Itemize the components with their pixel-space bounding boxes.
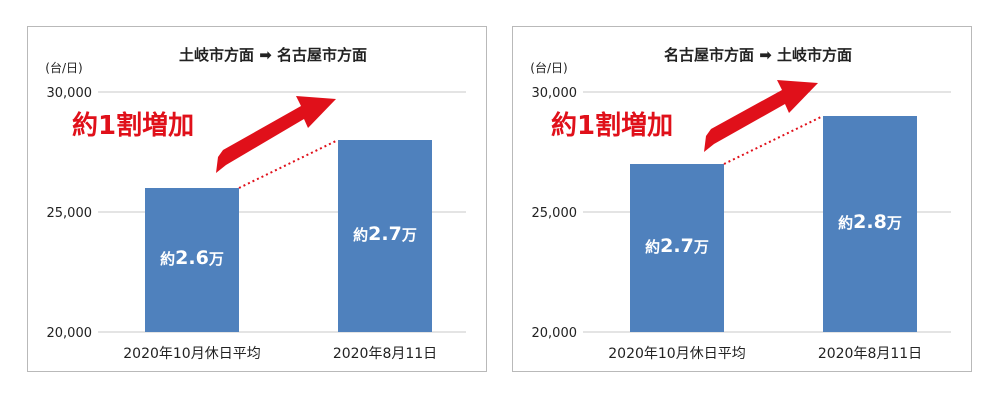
data-label-prefix: 約	[838, 214, 853, 232]
x-category-label: 2020年8月11日	[818, 346, 922, 362]
data-label-suffix: 万	[401, 226, 417, 244]
data-label-value: 2.7	[660, 235, 694, 257]
bar-2020-oct-holiday-avg	[630, 164, 724, 332]
bar-value-label: 約2.7万	[353, 223, 417, 245]
y-tick-label: 25,000	[532, 206, 578, 221]
data-label-suffix: 万	[693, 238, 709, 256]
x-category-label: 2020年8月11日	[333, 346, 437, 362]
chart-title: 土岐市方面 ➡ 名古屋市方面	[179, 46, 367, 64]
bar-value-label: 約2.6万	[160, 247, 224, 269]
data-label-value: 2.6	[175, 247, 209, 269]
increase-annotation: 約1割増加	[72, 110, 194, 141]
increase-annotation: 約1割増加	[551, 110, 673, 141]
bar-chart-right: 名古屋市方面 ➡ 土岐市方面 (台/日) 20,000 25,000 30,00…	[530, 46, 951, 362]
chart-panel-right: 名古屋市方面 ➡ 土岐市方面 (台/日) 20,000 25,000 30,00…	[512, 26, 972, 372]
data-label-prefix: 約	[645, 238, 660, 256]
data-label-suffix: 万	[208, 250, 224, 268]
bar-value-label: 約2.7万	[645, 235, 709, 257]
y-tick-label: 25,000	[47, 206, 93, 221]
increase-arrow	[216, 96, 336, 173]
bar-2020-oct-holiday-avg	[145, 188, 239, 332]
y-tick-label: 20,000	[47, 326, 93, 341]
unit-label: (台/日)	[530, 60, 567, 75]
bar-2020-aug-11	[823, 116, 917, 332]
trend-dotted-line	[723, 115, 824, 165]
increase-arrow	[704, 80, 818, 152]
data-label-prefix: 約	[160, 250, 175, 268]
x-category-label: 2020年10月休日平均	[608, 346, 745, 362]
unit-label: (台/日)	[45, 60, 82, 75]
chart-title: 名古屋市方面 ➡ 土岐市方面	[664, 46, 852, 64]
y-tick-label: 30,000	[532, 86, 578, 101]
chart-panel-left: 土岐市方面 ➡ 名古屋市方面 (台/日) 20,000 25,000 30,00…	[27, 26, 487, 372]
x-category-label: 2020年10月休日平均	[123, 346, 260, 362]
y-tick-label: 20,000	[532, 326, 578, 341]
data-label-value: 2.7	[368, 223, 402, 245]
bar-chart-left: 土岐市方面 ➡ 名古屋市方面 (台/日) 20,000 25,000 30,00…	[45, 46, 466, 362]
data-label-value: 2.8	[853, 211, 887, 233]
bar-2020-aug-11	[338, 140, 432, 332]
y-tick-label: 30,000	[47, 86, 93, 101]
data-label-suffix: 万	[886, 214, 902, 232]
bar-value-label: 約2.8万	[838, 211, 902, 233]
trend-dotted-line	[238, 139, 339, 189]
data-label-prefix: 約	[353, 226, 368, 244]
